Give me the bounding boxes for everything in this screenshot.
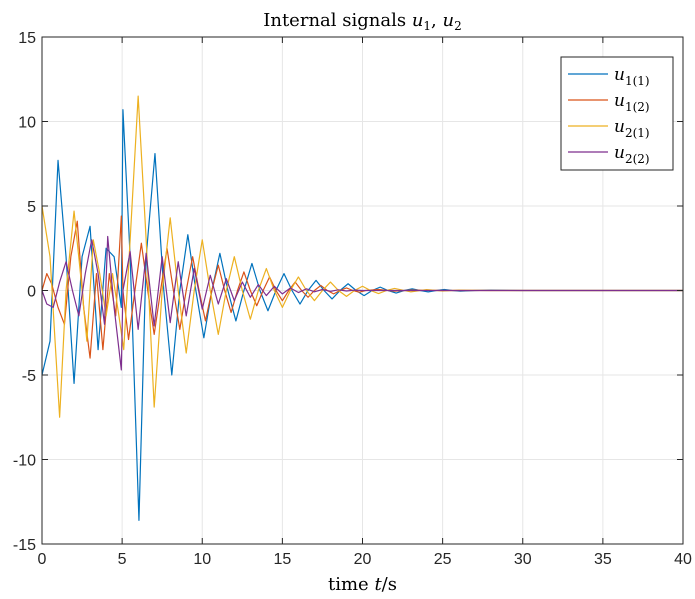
y-tick-label: -5 bbox=[22, 368, 36, 385]
x-tick-label: 35 bbox=[594, 551, 612, 568]
y-tick-label: 0 bbox=[27, 284, 36, 301]
series-line-u12 bbox=[41, 215, 683, 359]
series-line-u11 bbox=[41, 109, 683, 521]
legend-label: u2(2) bbox=[614, 143, 650, 166]
x-tick-label: 0 bbox=[38, 551, 47, 568]
x-tick-label: 25 bbox=[434, 551, 452, 568]
x-tick-label: 10 bbox=[193, 551, 211, 568]
x-tick-label: 40 bbox=[674, 551, 692, 568]
y-tick-label: 15 bbox=[18, 30, 36, 47]
y-tick-label: 5 bbox=[27, 199, 36, 216]
y-tick-label: -15 bbox=[13, 537, 36, 554]
x-tick-label: 20 bbox=[354, 551, 372, 568]
chart-title: Internal signals u1, u2 bbox=[263, 10, 461, 33]
legend-label: u2(1) bbox=[614, 117, 650, 140]
legend-box bbox=[560, 56, 674, 171]
x-tick-label: 5 bbox=[118, 551, 127, 568]
y-tick-label: -10 bbox=[13, 453, 36, 470]
legend-label: u1(2) bbox=[614, 91, 650, 114]
legend-label: u1(1) bbox=[614, 65, 650, 88]
tick-labels: 0 5 10 15 20 25 30 35 40 -15 -10 -5 0 5 10 15 bbox=[13, 30, 692, 568]
series-line-u22 bbox=[41, 235, 683, 371]
series-layer bbox=[41, 95, 683, 521]
x-axis-label: time t/s bbox=[328, 574, 397, 595]
legend: u1(1) u1(2) u2(1) u2(2) bbox=[560, 56, 674, 171]
x-tick-label: 30 bbox=[514, 551, 532, 568]
x-tick-label: 15 bbox=[273, 551, 291, 568]
y-tick-label: 10 bbox=[18, 115, 36, 132]
ticks bbox=[41, 36, 684, 545]
